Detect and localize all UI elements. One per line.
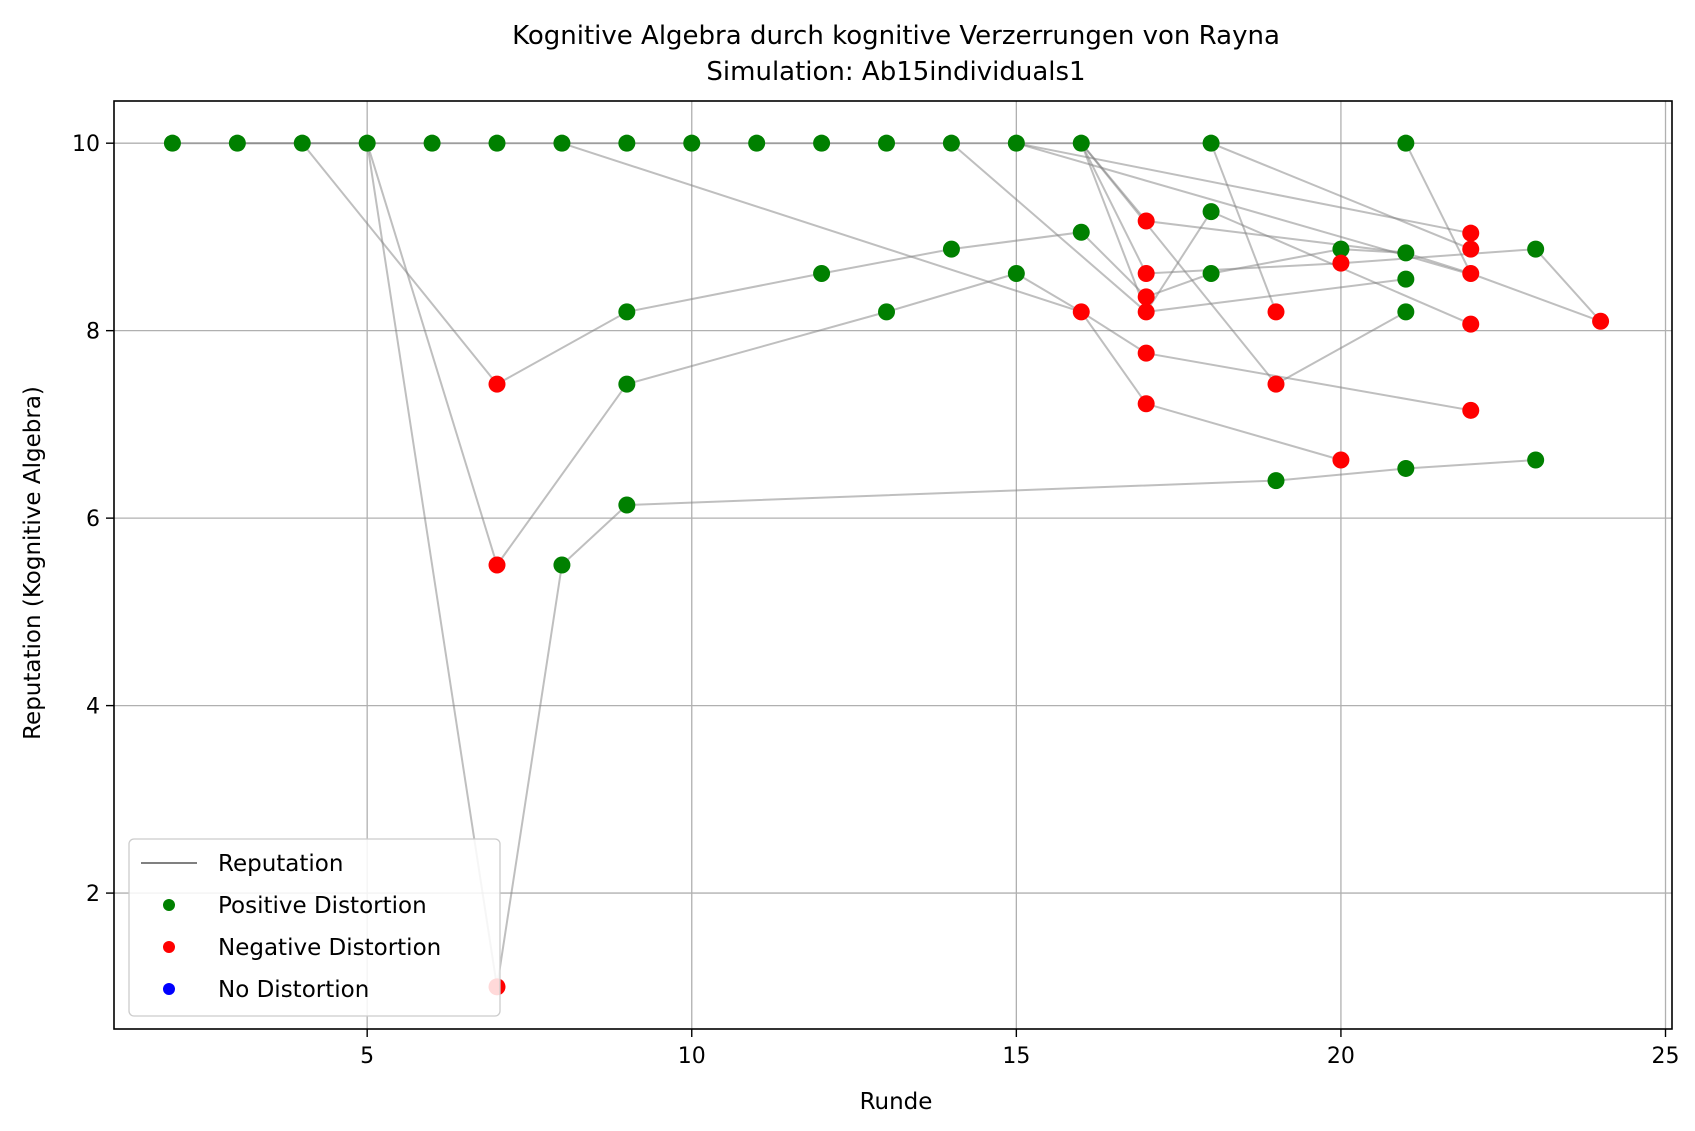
positive-distortion-point (1202, 134, 1220, 152)
negative-distortion-point (1137, 303, 1155, 321)
positive-distortion-point (423, 134, 441, 152)
y-axis-label: Reputation (Kognitive Algebra) (20, 386, 46, 740)
positive-distortion-point (228, 134, 246, 152)
positive-distortion-point (1397, 134, 1415, 152)
chart-subtitle: Simulation: Ab15individuals1 (706, 57, 1085, 87)
chart-title: Kognitive Algebra durch kognitive Verzer… (512, 21, 1280, 51)
positive-distortion-point (358, 134, 376, 152)
positive-distortion-point (942, 240, 960, 258)
positive-distortion-point (553, 134, 571, 152)
positive-distortion-point (1397, 303, 1415, 321)
negative-distortion-point (1462, 224, 1480, 242)
positive-distortion-point (1397, 270, 1415, 288)
negative-distortion-point (488, 375, 506, 393)
positive-distortion-point (813, 264, 831, 282)
negative-distortion-point (1137, 344, 1155, 362)
x-tick-label: 5 (360, 1044, 374, 1069)
plot-frame (113, 100, 1673, 1030)
x-axis-label: Runde (860, 1089, 933, 1115)
distortion-points (163, 134, 1610, 996)
x-tick-label: 10 (678, 1044, 706, 1069)
positive-distortion-point (1397, 459, 1415, 477)
legend-box (128, 838, 501, 1017)
x-tick-label: 20 (1327, 1044, 1355, 1069)
positive-distortion-point (1202, 203, 1220, 221)
legend-label: No Distortion (218, 977, 369, 1003)
positive-distortion-point (878, 134, 896, 152)
positive-distortion-point (618, 375, 636, 393)
reputation-line (1210, 142, 1277, 313)
negative-distortion-point (1462, 401, 1480, 419)
positive-distortion-point (683, 134, 701, 152)
legend-label: Reputation (218, 851, 343, 877)
negative-distortion-point (1072, 303, 1090, 321)
negative-distortion-point (1332, 254, 1350, 272)
negative-distortion-point (1267, 303, 1285, 321)
reputation-line (1210, 142, 1472, 251)
negative-distortion-point (1137, 212, 1155, 230)
negative-distortion-point (1462, 315, 1480, 333)
y-tick-label: 4 (86, 695, 100, 720)
positive-distortion-point (1332, 240, 1350, 258)
positive-distortion-point (1202, 264, 1220, 282)
positive-distortion-point (163, 134, 181, 152)
y-tick-label: 8 (86, 320, 100, 345)
positive-distortion-point (618, 496, 636, 514)
legend-marker-swatch (163, 983, 175, 995)
legend-marker-swatch (163, 899, 175, 911)
x-tick-label: 15 (1002, 1044, 1030, 1069)
axis-ticks: 5 10 15 20 25 2 4 6 8 10 (72, 132, 1680, 1069)
negative-distortion-point (1332, 451, 1350, 469)
positive-distortion-point (293, 134, 311, 152)
negative-distortion-point (1592, 312, 1610, 330)
positive-distortion-point (942, 134, 960, 152)
positive-distortion-point (553, 556, 571, 574)
positive-distortion-point (1007, 134, 1025, 152)
positive-distortion-point (1072, 223, 1090, 241)
negative-distortion-point (1462, 240, 1480, 258)
negative-distortion-point (1462, 264, 1480, 282)
positive-distortion-point (1007, 264, 1025, 282)
positive-distortion-point (1527, 240, 1545, 258)
reputation-line (1404, 142, 1472, 274)
legend: Reputation Positive Distortion Negative Di… (128, 838, 501, 1017)
negative-distortion-point (1267, 375, 1285, 393)
positive-distortion-point (488, 134, 506, 152)
legend-label: Positive Distortion (218, 893, 427, 919)
y-tick-label: 10 (72, 132, 100, 157)
positive-distortion-point (1527, 451, 1545, 469)
y-tick-label: 2 (86, 882, 100, 907)
reputation-line (561, 142, 1471, 412)
positive-distortion-point (1267, 472, 1285, 490)
legend-marker-swatch (163, 941, 175, 953)
positive-distortion-point (1397, 244, 1415, 262)
legend-label: Negative Distortion (218, 935, 441, 961)
negative-distortion-point (1137, 264, 1155, 282)
positive-distortion-point (618, 303, 636, 321)
negative-distortion-point (1137, 288, 1155, 306)
x-tick-label: 25 (1652, 1044, 1680, 1069)
negative-distortion-point (488, 556, 506, 574)
positive-distortion-point (1072, 134, 1090, 152)
negative-distortion-point (1137, 395, 1155, 413)
positive-distortion-point (878, 303, 896, 321)
positive-distortion-point (813, 134, 831, 152)
y-tick-label: 6 (86, 507, 100, 532)
positive-distortion-point (748, 134, 766, 152)
positive-distortion-point (618, 134, 636, 152)
